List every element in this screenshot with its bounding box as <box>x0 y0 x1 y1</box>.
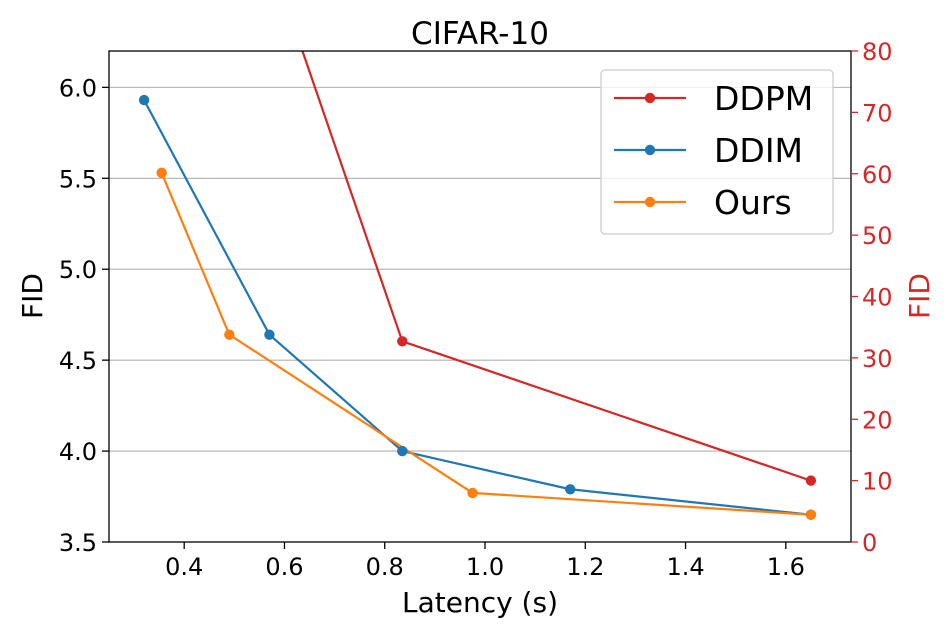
data-point-ours <box>805 509 817 520</box>
x-tick-label: 0.6 <box>265 553 303 581</box>
y-right-tick-label: 70 <box>862 99 893 127</box>
y-right-axis-ticks: 0 10 20 30 40 50 60 70 80 <box>851 38 893 557</box>
x-axis-label: Latency (s) <box>402 586 558 619</box>
data-point-ddim <box>565 484 576 495</box>
y-right-tick-label: 60 <box>862 161 893 189</box>
y-right-tick-label: 30 <box>862 345 893 373</box>
legend-marker-ours <box>644 196 656 208</box>
y-left-axis-ticks: 3.5 4.0 4.5 5.0 5.5 6.0 <box>59 74 109 557</box>
legend-label-ddim: DDIM <box>714 131 803 170</box>
legend: DDPM DDIM Ours <box>600 69 834 235</box>
y-left-tick-label: 3.5 <box>59 529 97 557</box>
series-line-ours <box>160 172 811 516</box>
y-right-tick-label: 80 <box>862 38 893 66</box>
legend-label-ddpm: DDPM <box>714 79 813 118</box>
x-tick-label: 0.8 <box>366 553 404 581</box>
data-point-ddim <box>397 445 408 457</box>
y-right-axis-label: FID <box>903 273 936 319</box>
y-left-tick-label: 6.0 <box>59 74 97 102</box>
legend-box <box>600 69 834 235</box>
x-tick-label: 1.6 <box>767 553 805 581</box>
data-point-ours <box>156 167 167 179</box>
data-point-ours <box>467 487 478 499</box>
chart-title: CIFAR-10 <box>411 16 549 52</box>
y-left-tick-label: 4.5 <box>59 347 97 375</box>
x-axis-ticks: 0.4 0.6 0.8 1.0 1.2 1.4 1.6 <box>165 542 805 581</box>
x-tick-label: 1.4 <box>666 553 704 581</box>
y-right-tick-label: 50 <box>862 222 893 250</box>
y-right-tick-label: 40 <box>862 284 893 312</box>
y-right-tick-label: 20 <box>862 406 893 434</box>
data-point-ours <box>224 329 235 340</box>
y-right-tick-label: 10 <box>862 468 893 496</box>
y-left-tick-label: 4.0 <box>59 438 97 466</box>
y-right-tick-label: 0 <box>862 529 877 557</box>
x-tick-label: 0.4 <box>165 553 203 581</box>
legend-marker-ddim <box>644 144 656 156</box>
legend-label-ours: Ours <box>714 183 792 222</box>
x-tick-label: 1.2 <box>566 553 604 581</box>
data-point-ddim <box>264 329 275 340</box>
y-left-tick-label: 5.5 <box>59 165 97 193</box>
x-tick-label: 1.0 <box>466 553 504 581</box>
data-point-ddpm <box>397 336 408 347</box>
data-point-ddim <box>138 94 150 106</box>
y-left-axis-label: FID <box>16 273 49 319</box>
data-point-ddpm <box>805 475 817 486</box>
y-left-tick-label: 5.0 <box>59 256 97 284</box>
marker-layer <box>138 94 817 520</box>
legend-marker-ddpm <box>644 92 656 104</box>
